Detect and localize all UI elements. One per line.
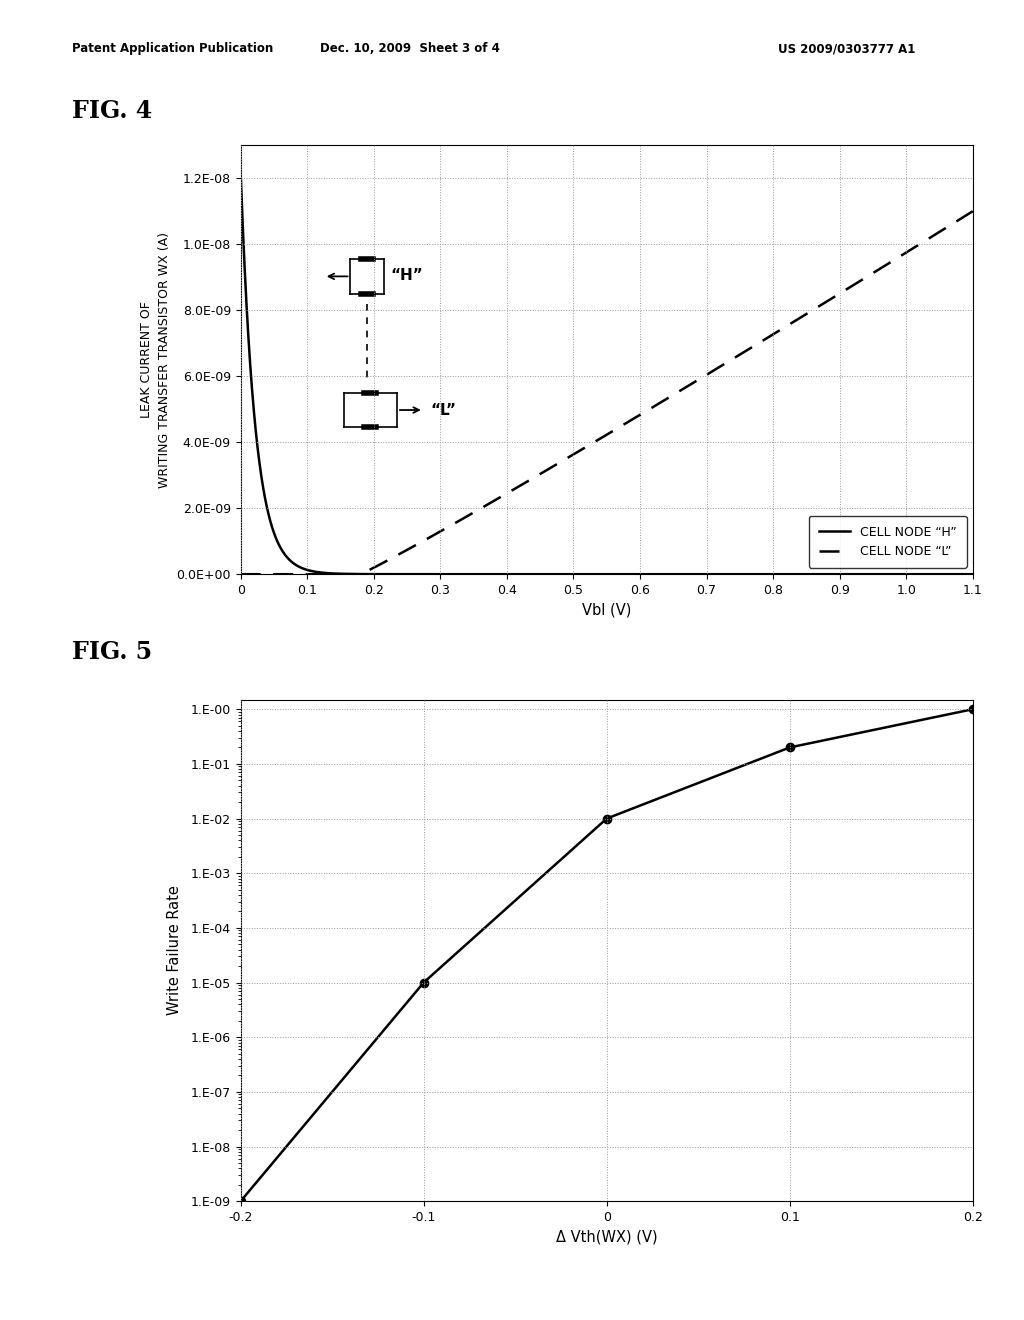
Text: US 2009/0303777 A1: US 2009/0303777 A1 bbox=[778, 42, 915, 55]
X-axis label: Δ Vth(WX) (V): Δ Vth(WX) (V) bbox=[556, 1229, 657, 1245]
Text: FIG. 4: FIG. 4 bbox=[72, 99, 152, 123]
Legend: CELL NODE “H”, CELL NODE “L”: CELL NODE “H”, CELL NODE “L” bbox=[809, 516, 967, 568]
Text: Dec. 10, 2009  Sheet 3 of 4: Dec. 10, 2009 Sheet 3 of 4 bbox=[319, 42, 500, 55]
Y-axis label: LEAK CURRENT OF
WRITING TRANSFER TRANSISTOR WX (A): LEAK CURRENT OF WRITING TRANSFER TRANSIS… bbox=[140, 232, 171, 487]
X-axis label: Vbl (V): Vbl (V) bbox=[582, 602, 632, 618]
Text: FIG. 5: FIG. 5 bbox=[72, 640, 152, 664]
Text: “L”: “L” bbox=[430, 403, 457, 417]
Y-axis label: Write Failure Rate: Write Failure Rate bbox=[167, 886, 182, 1015]
Text: Patent Application Publication: Patent Application Publication bbox=[72, 42, 273, 55]
Text: “H”: “H” bbox=[390, 268, 423, 282]
